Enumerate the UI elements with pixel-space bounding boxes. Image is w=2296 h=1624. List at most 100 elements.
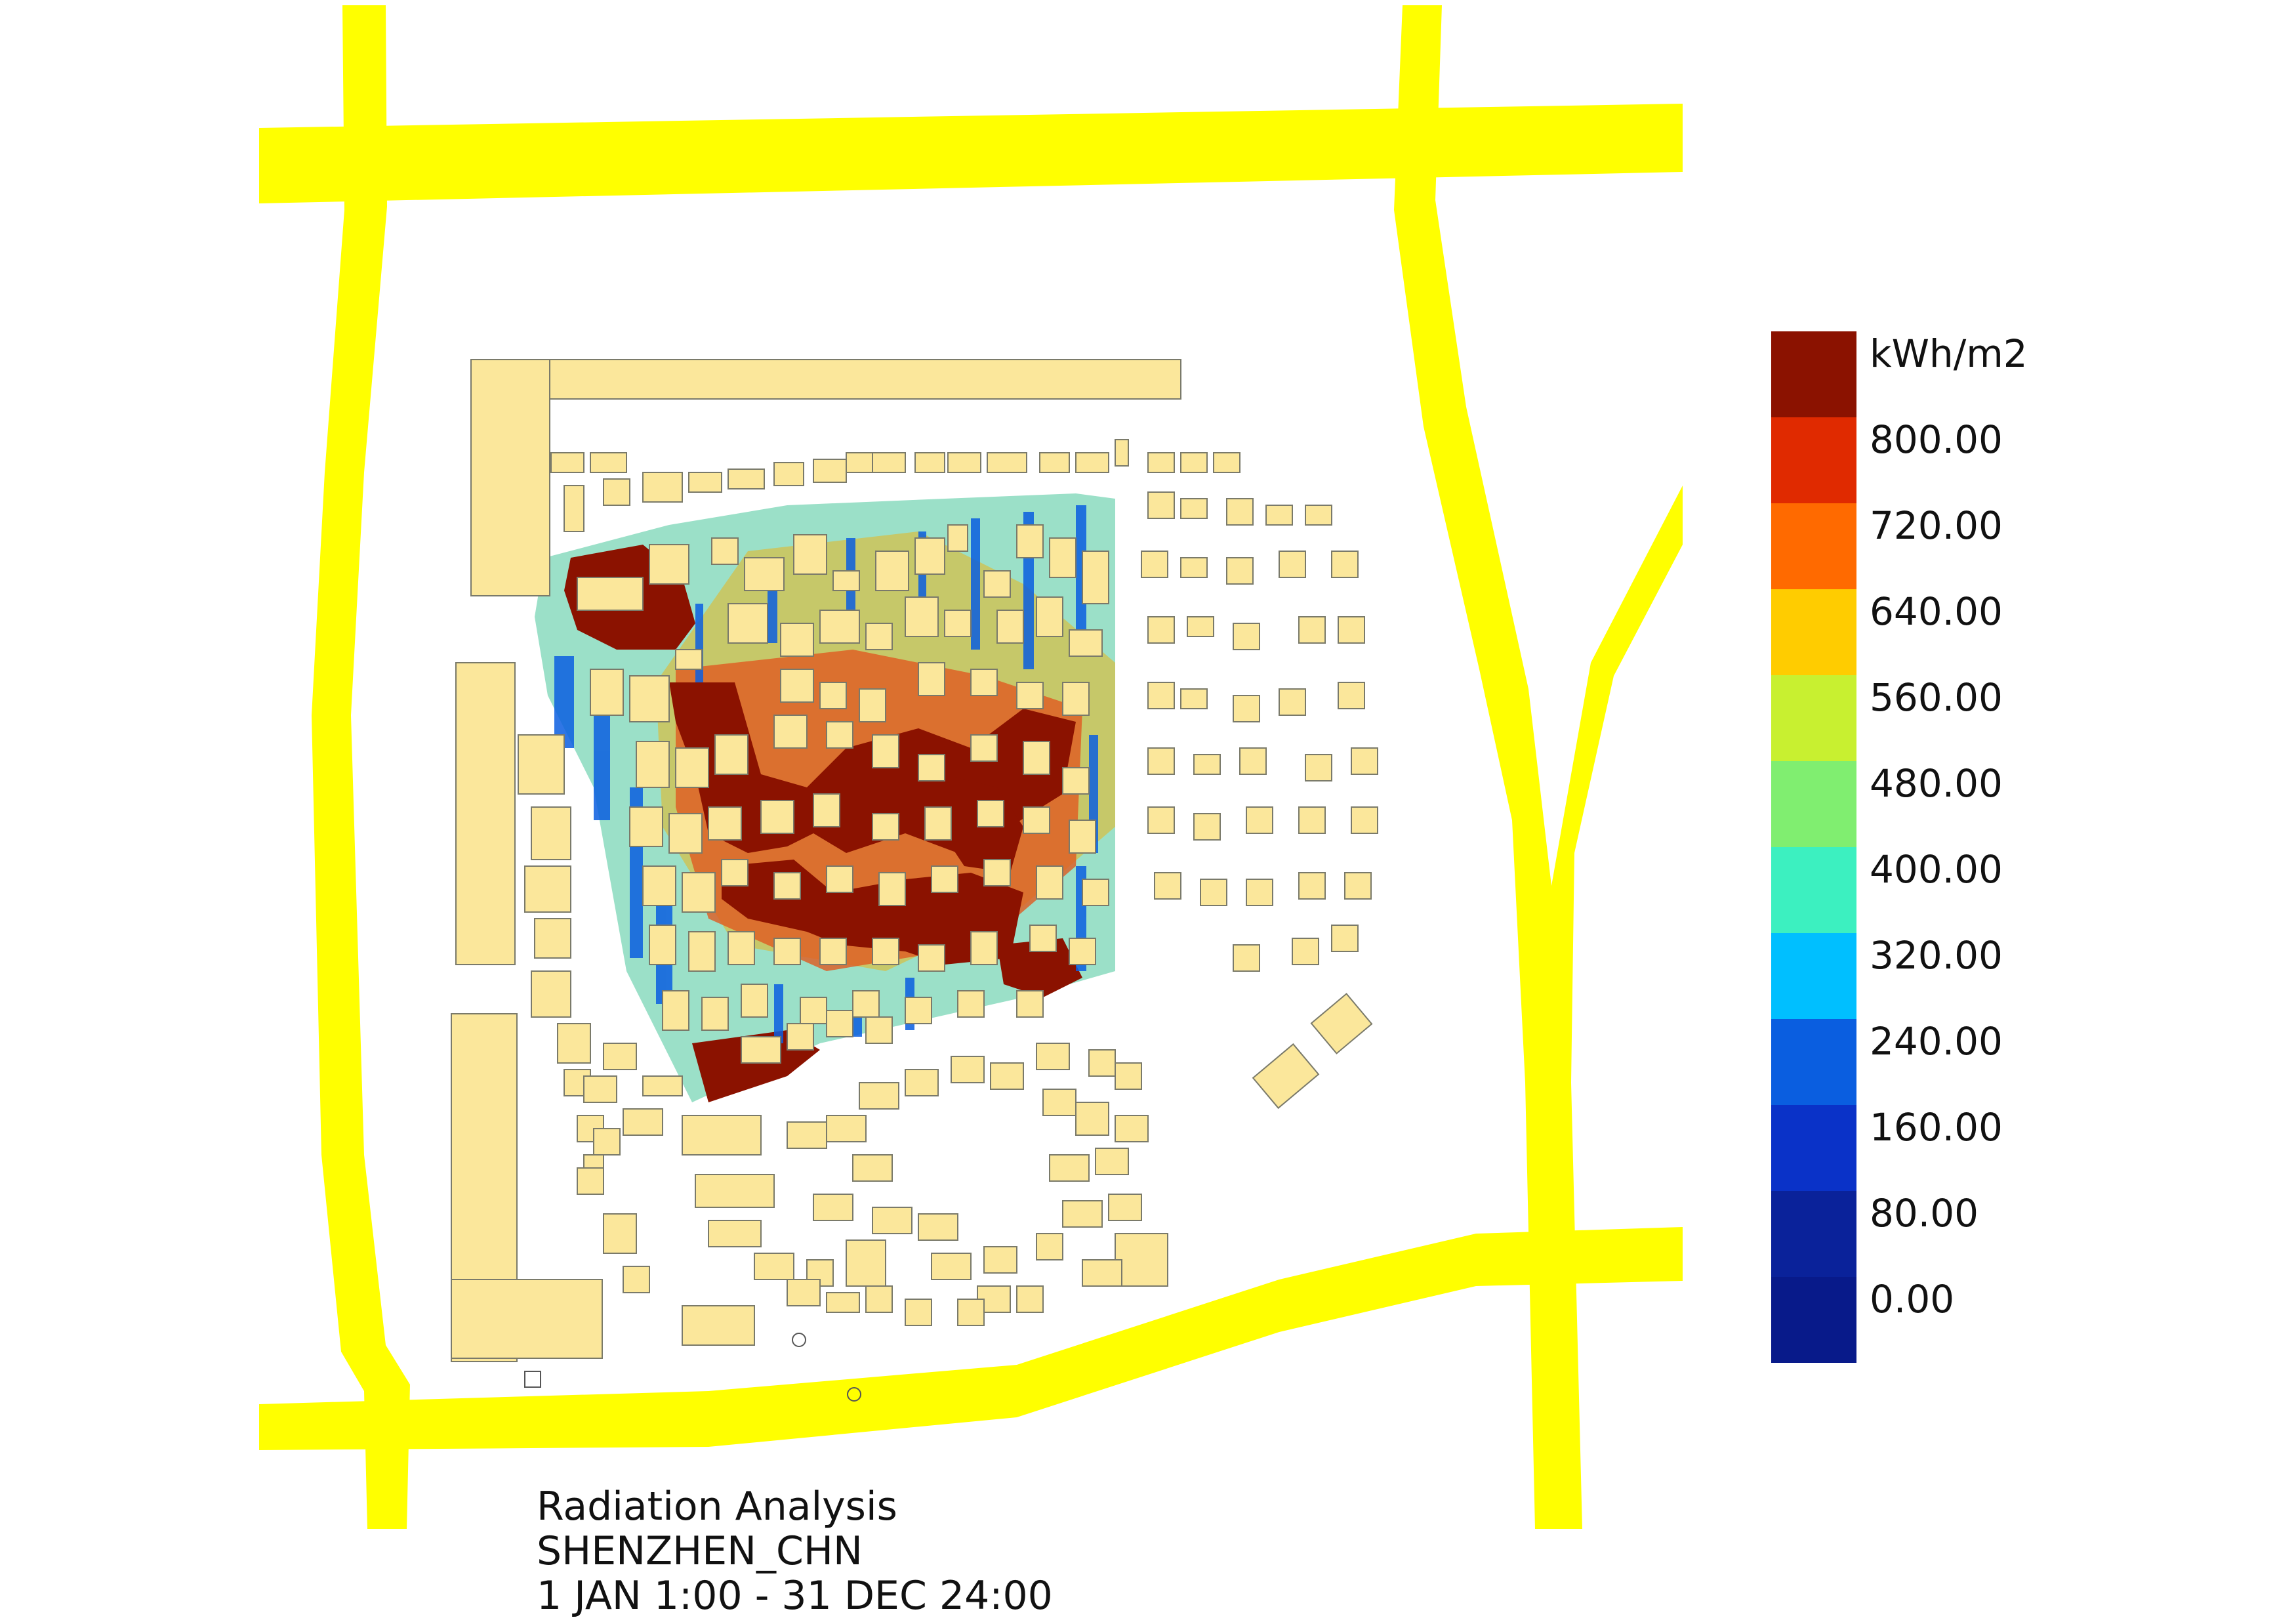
building [524, 865, 571, 913]
building [947, 452, 981, 473]
building [682, 872, 716, 913]
legend-swatch [1771, 1019, 1856, 1105]
building [872, 938, 899, 965]
analysis-caption: Radiation Analysis SHENZHEN_CHN 1 JAN 1:… [537, 1484, 1053, 1618]
building [701, 997, 729, 1031]
building [708, 1220, 762, 1247]
building [983, 1246, 1017, 1274]
building [918, 662, 945, 696]
building [1147, 491, 1175, 519]
building [1147, 806, 1175, 834]
building [603, 478, 630, 506]
legend-tick-label: 0.00 [1870, 1277, 1955, 1322]
building [865, 623, 893, 650]
building [859, 688, 886, 722]
building [872, 1207, 912, 1234]
road-top [259, 104, 1683, 203]
building [1180, 498, 1208, 519]
legend-tick-label: 800.00 [1870, 417, 2003, 462]
building [957, 1299, 985, 1326]
building [1147, 747, 1175, 775]
building [1246, 806, 1273, 834]
building [1193, 813, 1221, 841]
building [682, 1305, 755, 1346]
building [629, 806, 663, 847]
marker-circle [847, 1387, 861, 1402]
building [852, 990, 880, 1018]
legend-tick-label: 400.00 [1870, 847, 2003, 892]
building [813, 1194, 853, 1221]
building [577, 577, 644, 611]
building [1036, 1043, 1070, 1070]
building [649, 544, 689, 585]
building [813, 793, 840, 827]
building [1082, 879, 1109, 906]
building [832, 570, 860, 591]
building [1115, 1115, 1149, 1142]
building [1213, 452, 1240, 473]
building [787, 1279, 821, 1306]
legend-swatch [1771, 417, 1856, 503]
building [826, 865, 853, 893]
building [675, 747, 709, 788]
building [826, 1010, 853, 1037]
road-bottom [259, 1227, 1683, 1450]
building [826, 1115, 867, 1142]
building [905, 1069, 939, 1096]
building [1279, 551, 1306, 578]
building [534, 918, 571, 959]
building [455, 662, 516, 965]
building [914, 452, 945, 473]
building [1023, 741, 1050, 775]
building [970, 734, 998, 762]
building [1141, 551, 1168, 578]
building [708, 806, 742, 841]
building [875, 551, 909, 591]
building [773, 938, 801, 965]
building [1088, 1049, 1116, 1077]
building [947, 524, 968, 552]
building [1305, 505, 1332, 526]
building [721, 859, 748, 886]
building [1115, 1062, 1142, 1090]
building [675, 649, 703, 670]
building [649, 925, 676, 965]
legend-swatch [1771, 331, 1856, 417]
building [970, 931, 998, 965]
legend-swatch [1771, 1191, 1856, 1277]
building [577, 1167, 604, 1195]
building [773, 462, 804, 486]
caption-title: Radiation Analysis [537, 1484, 897, 1530]
building [728, 931, 755, 965]
building [1082, 551, 1109, 604]
building [977, 800, 1004, 827]
building [728, 468, 765, 489]
building [1147, 682, 1175, 709]
building [695, 1174, 775, 1208]
building [1298, 616, 1326, 644]
building [990, 1062, 1024, 1090]
building [1082, 1259, 1122, 1287]
legend-swatch [1771, 847, 1856, 933]
building [603, 1043, 637, 1070]
building [780, 669, 814, 703]
building [1310, 993, 1373, 1054]
building [688, 931, 716, 972]
building [826, 721, 853, 749]
building [773, 715, 808, 749]
roads [259, 5, 1683, 1529]
building [1075, 452, 1109, 473]
building [603, 1213, 637, 1254]
building [983, 570, 1011, 598]
building [780, 623, 814, 657]
building [711, 537, 739, 565]
building [983, 859, 1011, 886]
building [741, 1036, 781, 1064]
building [1338, 682, 1365, 709]
legend-tick-label: 720.00 [1870, 503, 2003, 548]
building [1069, 938, 1096, 965]
building [470, 359, 550, 596]
building [914, 537, 945, 575]
building [662, 990, 689, 1031]
building [1180, 452, 1208, 473]
